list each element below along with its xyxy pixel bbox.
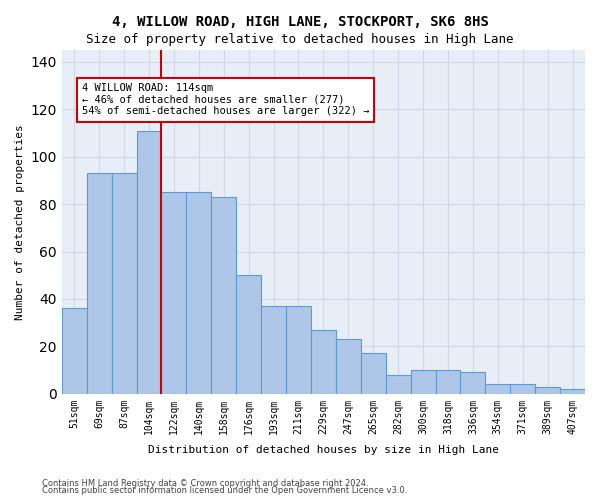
Bar [62, 308, 87, 394]
Y-axis label: Number of detached properties: Number of detached properties [15, 124, 25, 320]
Bar [436, 370, 460, 394]
Text: 4, WILLOW ROAD, HIGH LANE, STOCKPORT, SK6 8HS: 4, WILLOW ROAD, HIGH LANE, STOCKPORT, SK… [112, 15, 488, 29]
Bar [87, 174, 112, 394]
Bar [560, 389, 585, 394]
Bar [410, 370, 436, 394]
Text: Contains HM Land Registry data © Crown copyright and database right 2024.: Contains HM Land Registry data © Crown c… [42, 478, 368, 488]
Bar [112, 174, 137, 394]
Bar [510, 384, 535, 394]
Bar [361, 354, 386, 394]
Bar [236, 275, 261, 394]
Bar [161, 192, 187, 394]
Bar [261, 306, 286, 394]
Bar [336, 339, 361, 394]
Bar [286, 306, 311, 394]
Bar [485, 384, 510, 394]
Bar [386, 375, 410, 394]
Text: Contains public sector information licensed under the Open Government Licence v3: Contains public sector information licen… [42, 486, 407, 495]
Bar [137, 130, 161, 394]
Bar [187, 192, 211, 394]
Bar [211, 197, 236, 394]
Text: Size of property relative to detached houses in High Lane: Size of property relative to detached ho… [86, 32, 514, 46]
Text: 4 WILLOW ROAD: 114sqm
← 46% of detached houses are smaller (277)
54% of semi-det: 4 WILLOW ROAD: 114sqm ← 46% of detached … [82, 83, 369, 116]
X-axis label: Distribution of detached houses by size in High Lane: Distribution of detached houses by size … [148, 445, 499, 455]
Bar [535, 386, 560, 394]
Bar [460, 372, 485, 394]
Bar [311, 330, 336, 394]
